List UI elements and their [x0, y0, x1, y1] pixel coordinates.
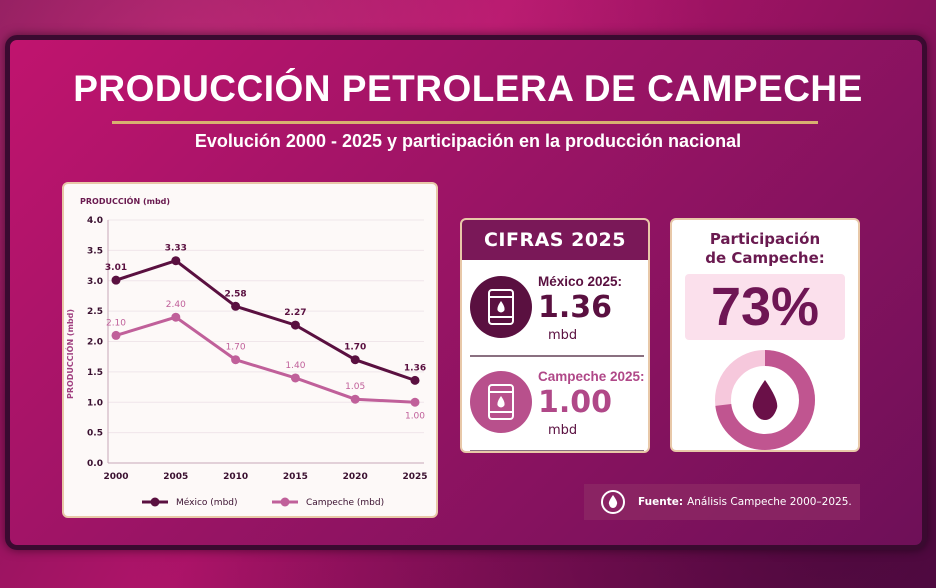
data-point [231, 355, 241, 365]
oil-barrel-icon [470, 371, 532, 433]
data-point [290, 373, 300, 383]
y-tick-label: 1.0 [87, 398, 103, 408]
data-label: 1.40 [285, 361, 305, 371]
participation-title-2: de Campeche: [705, 249, 825, 267]
data-label: 2.10 [106, 318, 126, 328]
mexico-unit: mbd [548, 328, 578, 343]
data-label: 2.58 [224, 289, 246, 299]
x-tick-label: 2025 [402, 472, 427, 482]
series-line-campeche [115, 315, 416, 404]
x-tick-label: 2020 [343, 472, 368, 482]
title-divider [112, 121, 818, 124]
participation-value: 73% [685, 274, 845, 340]
x-tick-label: 2000 [103, 472, 128, 482]
data-point [290, 320, 300, 330]
y-tick-label: 1.5 [87, 368, 103, 378]
y-tick-label: 2.0 [87, 338, 103, 348]
y-tick-label: 3.5 [87, 246, 103, 256]
oil-drop-icon [601, 490, 625, 514]
data-label: 3.33 [165, 244, 187, 254]
participation-title-1: Participación [709, 230, 821, 248]
participation-donut [715, 350, 815, 450]
data-label: 1.70 [344, 343, 366, 353]
cifras-card: CIFRAS 2025 México 2025: 1.36 mbd Campec… [460, 218, 650, 453]
participation-card: Participación de Campeche: 73% [670, 218, 860, 452]
data-point [171, 256, 181, 266]
y-tick-label: 0.5 [87, 429, 103, 439]
series-line-mexico [115, 259, 416, 382]
mexico-value: 1.36 [538, 290, 613, 325]
campeche-stat: Campeche 2025: 1.00 mbd [470, 357, 645, 451]
y-tick-label: 0.0 [87, 459, 103, 469]
source-label: Fuente: [638, 496, 684, 508]
chart-top-label: PRODUCCIÓN (mbd) [80, 195, 170, 206]
data-point [111, 330, 121, 340]
data-point [350, 355, 360, 365]
line-chart: PRODUCCIÓN (mbd) PRODUCCIÓN (mbd) 0.0 0.5… [64, 195, 428, 508]
donut-share-arc [715, 350, 815, 450]
x-tick-label: 2005 [163, 472, 188, 482]
data-point [111, 275, 121, 285]
cifras-header: CIFRAS 2025 [462, 220, 648, 260]
data-point [350, 394, 360, 404]
legend-marker [150, 497, 160, 507]
x-tick-label: 2010 [223, 472, 248, 482]
mexico-stat: México 2025: 1.36 mbd [470, 262, 644, 357]
x-tick-label: 2015 [283, 472, 308, 482]
source-note: Fuente: Análisis Campeche 2000–2025. [584, 484, 860, 520]
data-point [171, 312, 181, 322]
legend-label: Campeche (mbd) [306, 498, 384, 508]
data-label: 1.00 [405, 411, 425, 421]
data-point [410, 375, 420, 385]
page-title: PRODUCCIÓN PETROLERA DE CAMPECHE [73, 68, 863, 109]
y-tick-label: 3.0 [87, 277, 103, 287]
data-label: 3.01 [105, 263, 127, 273]
legend-label: México (mbd) [176, 497, 238, 508]
data-label: 1.36 [404, 363, 426, 373]
data-label: 1.05 [345, 382, 365, 392]
chart-card: PRODUCCIÓN (mbd) PRODUCCIÓN (mbd) 0.0 0.5… [62, 182, 438, 518]
data-label: 2.40 [166, 300, 186, 310]
page-subtitle: Evolución 2000 - 2025 y participación en… [194, 131, 742, 151]
data-point [231, 301, 241, 311]
legend-marker [280, 497, 290, 507]
data-point [410, 397, 420, 407]
campeche-unit: mbd [548, 423, 578, 438]
oil-drop-icon [752, 380, 778, 420]
y-tick-label: 2.5 [87, 307, 103, 317]
mexico-label: México 2025: [538, 274, 623, 289]
y-axis-label: PRODUCCIÓN (mbd) [64, 309, 75, 399]
data-label: 1.70 [226, 343, 246, 353]
data-label: 2.27 [284, 308, 306, 318]
y-tick-label: 4.0 [87, 216, 103, 226]
campeche-label: Campeche 2025: [538, 369, 645, 384]
campeche-value: 1.00 [538, 385, 613, 420]
oil-barrel-icon [470, 276, 532, 338]
source-text: Análisis Campeche 2000–2025. [687, 496, 852, 508]
